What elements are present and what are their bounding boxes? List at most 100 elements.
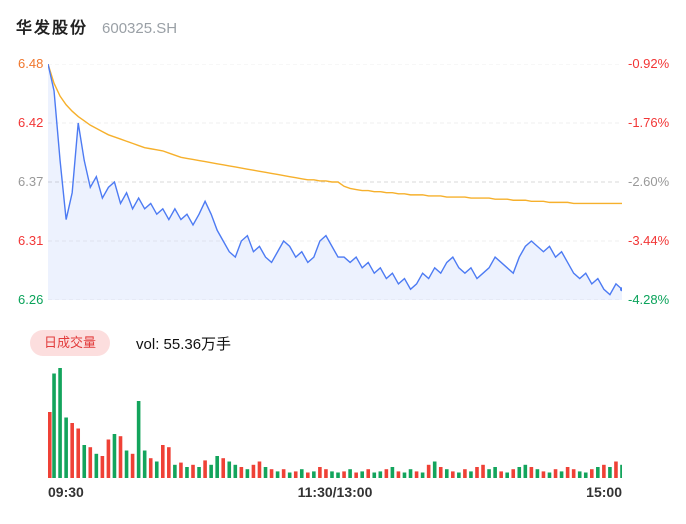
volume-bar bbox=[161, 445, 165, 478]
volume-bar bbox=[511, 469, 516, 478]
volume-bar bbox=[553, 469, 558, 478]
volume-bar bbox=[378, 471, 383, 478]
volume-bar bbox=[136, 401, 141, 478]
price-axis-label-4: 6.26 bbox=[18, 292, 44, 307]
time-label-open: 09:30 bbox=[48, 484, 84, 500]
volume-bar bbox=[48, 412, 52, 478]
pct-axis-label-0: -0.92% bbox=[628, 56, 670, 71]
volume-bar bbox=[469, 471, 473, 478]
volume-bar bbox=[608, 467, 612, 478]
volume-bar bbox=[499, 471, 503, 478]
volume-bar bbox=[281, 469, 286, 478]
volume-bar bbox=[324, 469, 328, 478]
volume-bar bbox=[94, 453, 99, 478]
volume-bar bbox=[112, 434, 117, 478]
volume-bar bbox=[58, 368, 62, 478]
volume-bar bbox=[602, 464, 606, 478]
volume-bar bbox=[444, 469, 449, 478]
volume-value: vol: 55.36万手 bbox=[136, 335, 232, 353]
volume-chart[interactable] bbox=[48, 368, 622, 478]
pct-axis-label-2: -2.60% bbox=[628, 174, 670, 189]
volume-bar bbox=[82, 445, 87, 478]
volume-bar bbox=[583, 472, 588, 478]
volume-bar bbox=[88, 447, 93, 478]
volume-bar bbox=[571, 469, 576, 478]
volume-tab-badge[interactable]: 日成交量 bbox=[30, 330, 111, 356]
volume-bar bbox=[239, 467, 244, 478]
time-label-midday: 11:30/13:00 bbox=[297, 484, 373, 500]
volume-bar bbox=[64, 417, 68, 478]
volume-bar bbox=[52, 373, 56, 478]
volume-bar bbox=[257, 461, 262, 478]
volume-bar bbox=[596, 467, 600, 478]
volume-bar bbox=[221, 458, 226, 478]
last-price-dot bbox=[620, 287, 622, 292]
volume-bar bbox=[438, 467, 443, 478]
volume-bar bbox=[523, 464, 528, 478]
volume-bar bbox=[293, 471, 298, 478]
volume-bar bbox=[179, 462, 183, 478]
volume-bar bbox=[577, 471, 582, 478]
volume-bar bbox=[620, 464, 622, 478]
volume-bar bbox=[372, 472, 377, 478]
volume-bar bbox=[197, 467, 201, 478]
volume-bar bbox=[227, 461, 232, 478]
volume-bar bbox=[191, 464, 195, 478]
volume-bar bbox=[396, 471, 401, 478]
volume-bar bbox=[76, 428, 81, 478]
volume-bar bbox=[263, 467, 268, 478]
volume-bar bbox=[185, 467, 189, 478]
volume-bar bbox=[481, 464, 485, 478]
price-axis-label-3: 6.31 bbox=[18, 233, 44, 248]
volume-bar bbox=[342, 471, 346, 478]
volume-bar bbox=[209, 464, 213, 478]
volume-bar bbox=[154, 461, 159, 478]
volume-bar bbox=[384, 469, 389, 478]
volume-bar bbox=[173, 464, 177, 478]
volume-bar bbox=[457, 472, 461, 478]
avg-price-line bbox=[48, 64, 622, 205]
volume-bar bbox=[142, 450, 147, 478]
price-line bbox=[48, 64, 622, 296]
volume-bar bbox=[390, 467, 395, 478]
volume-bar bbox=[517, 467, 522, 478]
volume-bar bbox=[269, 469, 274, 478]
volume-bar bbox=[565, 467, 570, 478]
volume-bar bbox=[535, 469, 540, 478]
volume-bar bbox=[451, 471, 455, 478]
volume-bar bbox=[312, 471, 316, 478]
price-area-fill bbox=[48, 64, 622, 300]
volume-bar bbox=[408, 469, 413, 478]
pct-axis-label-1: -1.76% bbox=[628, 115, 670, 130]
volume-bar bbox=[215, 456, 219, 478]
volume-bar bbox=[100, 456, 105, 478]
volume-bar bbox=[402, 472, 407, 478]
volume-bar bbox=[306, 472, 310, 478]
volume-bar bbox=[475, 467, 479, 478]
volume-bar bbox=[233, 464, 238, 478]
pct-axis-label-4: -4.28% bbox=[628, 292, 670, 307]
pct-axis-label-3: -3.44% bbox=[628, 233, 670, 248]
volume-bar bbox=[148, 458, 153, 478]
volume-bar bbox=[348, 469, 352, 478]
price-chart[interactable] bbox=[48, 64, 622, 300]
volume-bar bbox=[287, 472, 292, 478]
volume-bar bbox=[589, 469, 594, 478]
volume-bar bbox=[167, 447, 171, 478]
header: 华发股份 600325.SH bbox=[16, 14, 177, 38]
volume-bar bbox=[366, 469, 371, 478]
stock-code: 600325.SH bbox=[102, 20, 178, 37]
volume-bar bbox=[336, 472, 340, 478]
volume-bar bbox=[106, 439, 111, 478]
volume-header: 日成交量 vol: 55.36万手 bbox=[30, 330, 231, 356]
volume-bar bbox=[414, 471, 419, 478]
volume-bar bbox=[541, 471, 546, 478]
price-axis-label-1: 6.42 bbox=[18, 115, 44, 130]
volume-bar bbox=[547, 472, 552, 478]
time-label-close: 15:00 bbox=[586, 484, 622, 500]
volume-bar bbox=[130, 453, 135, 478]
volume-bar bbox=[420, 472, 425, 478]
volume-bar bbox=[529, 467, 534, 478]
volume-bar bbox=[124, 450, 129, 478]
